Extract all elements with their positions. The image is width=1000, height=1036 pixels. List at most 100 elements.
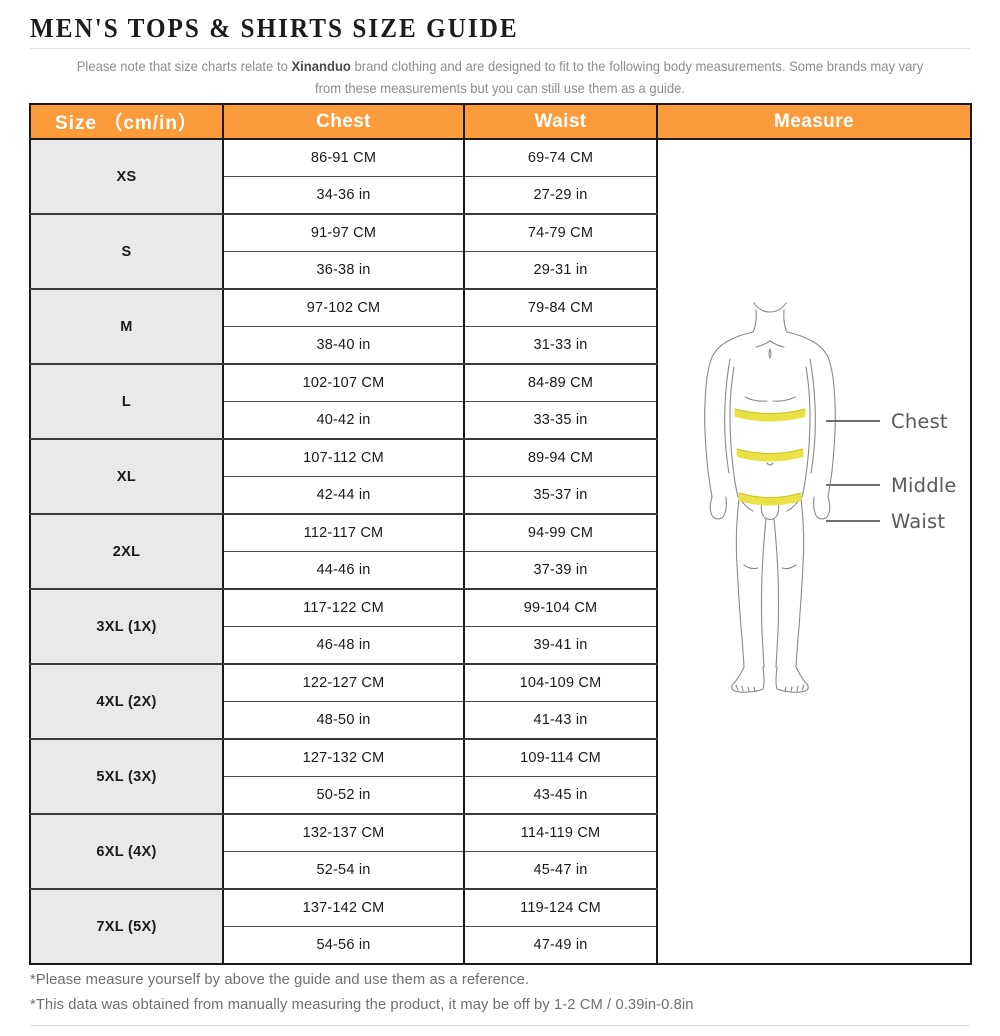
table-row: S 91-97 CM 74-79 CM	[30, 214, 971, 290]
table-row: XS 86-91 CM 69-74 CM	[30, 139, 971, 964]
table-row: XL 107-112 CM 89-94 CM	[30, 439, 971, 515]
cell-waist-cm: 74-79 CM	[464, 214, 658, 252]
table-row: 48-50 in 41-43 in	[30, 701, 971, 740]
cell-waist-cm: 79-84 CM	[464, 289, 658, 327]
cell-measure-diagram: Chest Middle Waist	[657, 139, 971, 964]
size-table-container: Size （cm/in） Chest Waist Measure XS 86-91…	[29, 103, 972, 965]
cell-chest-in: 54-56 in	[223, 926, 465, 964]
cell-size: 6XL (4X)	[30, 814, 224, 890]
column-header-measure: Measure	[657, 104, 971, 140]
table-row: 6XL (4X) 132-137 CM 114-119 CM	[30, 814, 971, 890]
cell-waist-cm: 69-74 CM	[464, 139, 658, 177]
legend-label-waist: Waist	[891, 509, 946, 533]
footer-note-measure: *Please measure yourself by above the gu…	[30, 971, 530, 988]
cell-waist-in: 41-43 in	[464, 701, 658, 740]
cell-size: 2XL	[30, 514, 224, 590]
cell-waist-cm: 99-104 CM	[464, 589, 658, 627]
leader-line-icon	[826, 483, 880, 487]
cell-size: XL	[30, 439, 224, 515]
cell-waist-cm: 84-89 CM	[464, 364, 658, 402]
cell-waist-in: 31-33 in	[464, 326, 658, 365]
cell-chest-in: 48-50 in	[223, 701, 465, 740]
page-header: MEN'S TOPS & SHIRTS SIZE GUIDE Please no…	[0, 0, 1000, 100]
footer-note-tolerance: *This data was obtained from manually me…	[30, 995, 694, 1013]
cell-waist-in: 33-35 in	[464, 401, 658, 440]
cell-chest-cm: 117-122 CM	[223, 589, 465, 627]
table-row: M 97-102 CM 79-84 CM	[30, 289, 971, 365]
table-row: 34-36 in 27-29 in	[30, 176, 971, 215]
waist-measuring-band	[738, 492, 802, 505]
legend-label-chest: Chest	[891, 409, 948, 433]
cell-chest-cm: 112-117 CM	[223, 514, 465, 552]
subtitle-text-after-brand: brand clothing and are designed to fit t…	[315, 58, 924, 96]
legend-chest: Chest	[826, 410, 948, 433]
cell-chest-in: 42-44 in	[223, 476, 465, 515]
page-footer: *Please measure yourself by above the gu…	[30, 968, 970, 1026]
cell-size: 5XL (3X)	[30, 739, 224, 815]
cell-size: XS	[30, 139, 224, 215]
legend-waist: Waist	[826, 510, 945, 533]
cell-chest-cm: 107-112 CM	[223, 439, 465, 477]
table-row: 7XL (5X) 137-142 CM 119-124 CM	[30, 889, 971, 964]
cell-chest-cm: 91-97 CM	[223, 214, 465, 252]
cell-size: 4XL (2X)	[30, 664, 224, 740]
table-row: 2XL 112-117 CM 94-99 CM	[30, 514, 971, 590]
page-title: MEN'S TOPS & SHIRTS SIZE GUIDE	[30, 13, 519, 43]
leader-line-icon	[826, 519, 880, 523]
cell-waist-cm: 104-109 CM	[464, 664, 658, 702]
cell-waist-cm: 109-114 CM	[464, 739, 658, 777]
column-header-size: Size （cm/in）	[30, 104, 224, 140]
table-header-row: Size （cm/in） Chest Waist Measure	[30, 104, 971, 140]
cell-waist-cm: 119-124 CM	[464, 889, 658, 927]
table-row: 38-40 in 31-33 in	[30, 326, 971, 365]
cell-size: L	[30, 364, 224, 440]
table-row: 50-52 in 43-45 in	[30, 776, 971, 815]
cell-size: 3XL (1X)	[30, 589, 224, 665]
cell-chest-in: 46-48 in	[223, 626, 465, 665]
cell-chest-in: 40-42 in	[223, 401, 465, 440]
title-divider	[30, 47, 970, 49]
cell-chest-in: 36-38 in	[223, 251, 465, 290]
column-header-chest: Chest	[223, 104, 465, 140]
cell-chest-in: 52-54 in	[223, 851, 465, 890]
cell-waist-cm: 89-94 CM	[464, 439, 658, 477]
cell-chest-cm: 97-102 CM	[223, 289, 465, 327]
leader-line-icon	[826, 419, 880, 423]
table-row: 4XL (2X) 122-127 CM 104-109 CM	[30, 664, 971, 740]
cell-chest-cm: 132-137 CM	[223, 814, 465, 852]
size-chart-table: Size （cm/in） Chest Waist Measure XS 86-91…	[29, 103, 972, 965]
table-row: 42-44 in 35-37 in	[30, 476, 971, 515]
table-row: 54-56 in 47-49 in	[30, 926, 971, 964]
brand-name: Xinanduo	[291, 58, 351, 74]
cell-waist-in: 35-37 in	[464, 476, 658, 515]
cell-chest-cm: 122-127 CM	[223, 664, 465, 702]
table-row: 3XL (1X) 117-122 CM 99-104 CM	[30, 589, 971, 665]
cell-chest-in: 38-40 in	[223, 326, 465, 365]
cell-chest-cm: 102-107 CM	[223, 364, 465, 402]
cell-waist-in: 43-45 in	[464, 776, 658, 815]
table-row: L 102-107 CM 84-89 CM	[30, 364, 971, 440]
cell-chest-in: 34-36 in	[223, 176, 465, 215]
cell-waist-in: 37-39 in	[464, 551, 658, 590]
legend-middle: Middle	[826, 474, 957, 497]
cell-size: 7XL (5X)	[30, 889, 224, 964]
table-row: 40-42 in 33-35 in	[30, 401, 971, 440]
cell-waist-in: 45-47 in	[464, 851, 658, 890]
cell-waist-in: 47-49 in	[464, 926, 658, 964]
middle-measuring-band	[736, 448, 804, 461]
legend-label-middle: Middle	[891, 473, 957, 497]
male-body-outline-illustration	[704, 301, 836, 693]
cell-size: S	[30, 214, 224, 290]
cell-waist-in: 39-41 in	[464, 626, 658, 665]
table-row: 52-54 in 45-47 in	[30, 851, 971, 890]
cell-waist-in: 27-29 in	[464, 176, 658, 215]
subtitle-text-before-brand: Please note that size charts relate to	[76, 58, 292, 74]
table-row: 5XL (3X) 127-132 CM 109-114 CM	[30, 739, 971, 815]
page-subtitle: Please note that size charts relate to X…	[49, 56, 951, 100]
footer-divider	[30, 1024, 970, 1026]
cell-chest-cm: 127-132 CM	[223, 739, 465, 777]
cell-chest-cm: 86-91 CM	[223, 139, 465, 177]
cell-size: M	[30, 289, 224, 365]
cell-chest-cm: 137-142 CM	[223, 889, 465, 927]
column-header-waist: Waist	[464, 104, 658, 140]
